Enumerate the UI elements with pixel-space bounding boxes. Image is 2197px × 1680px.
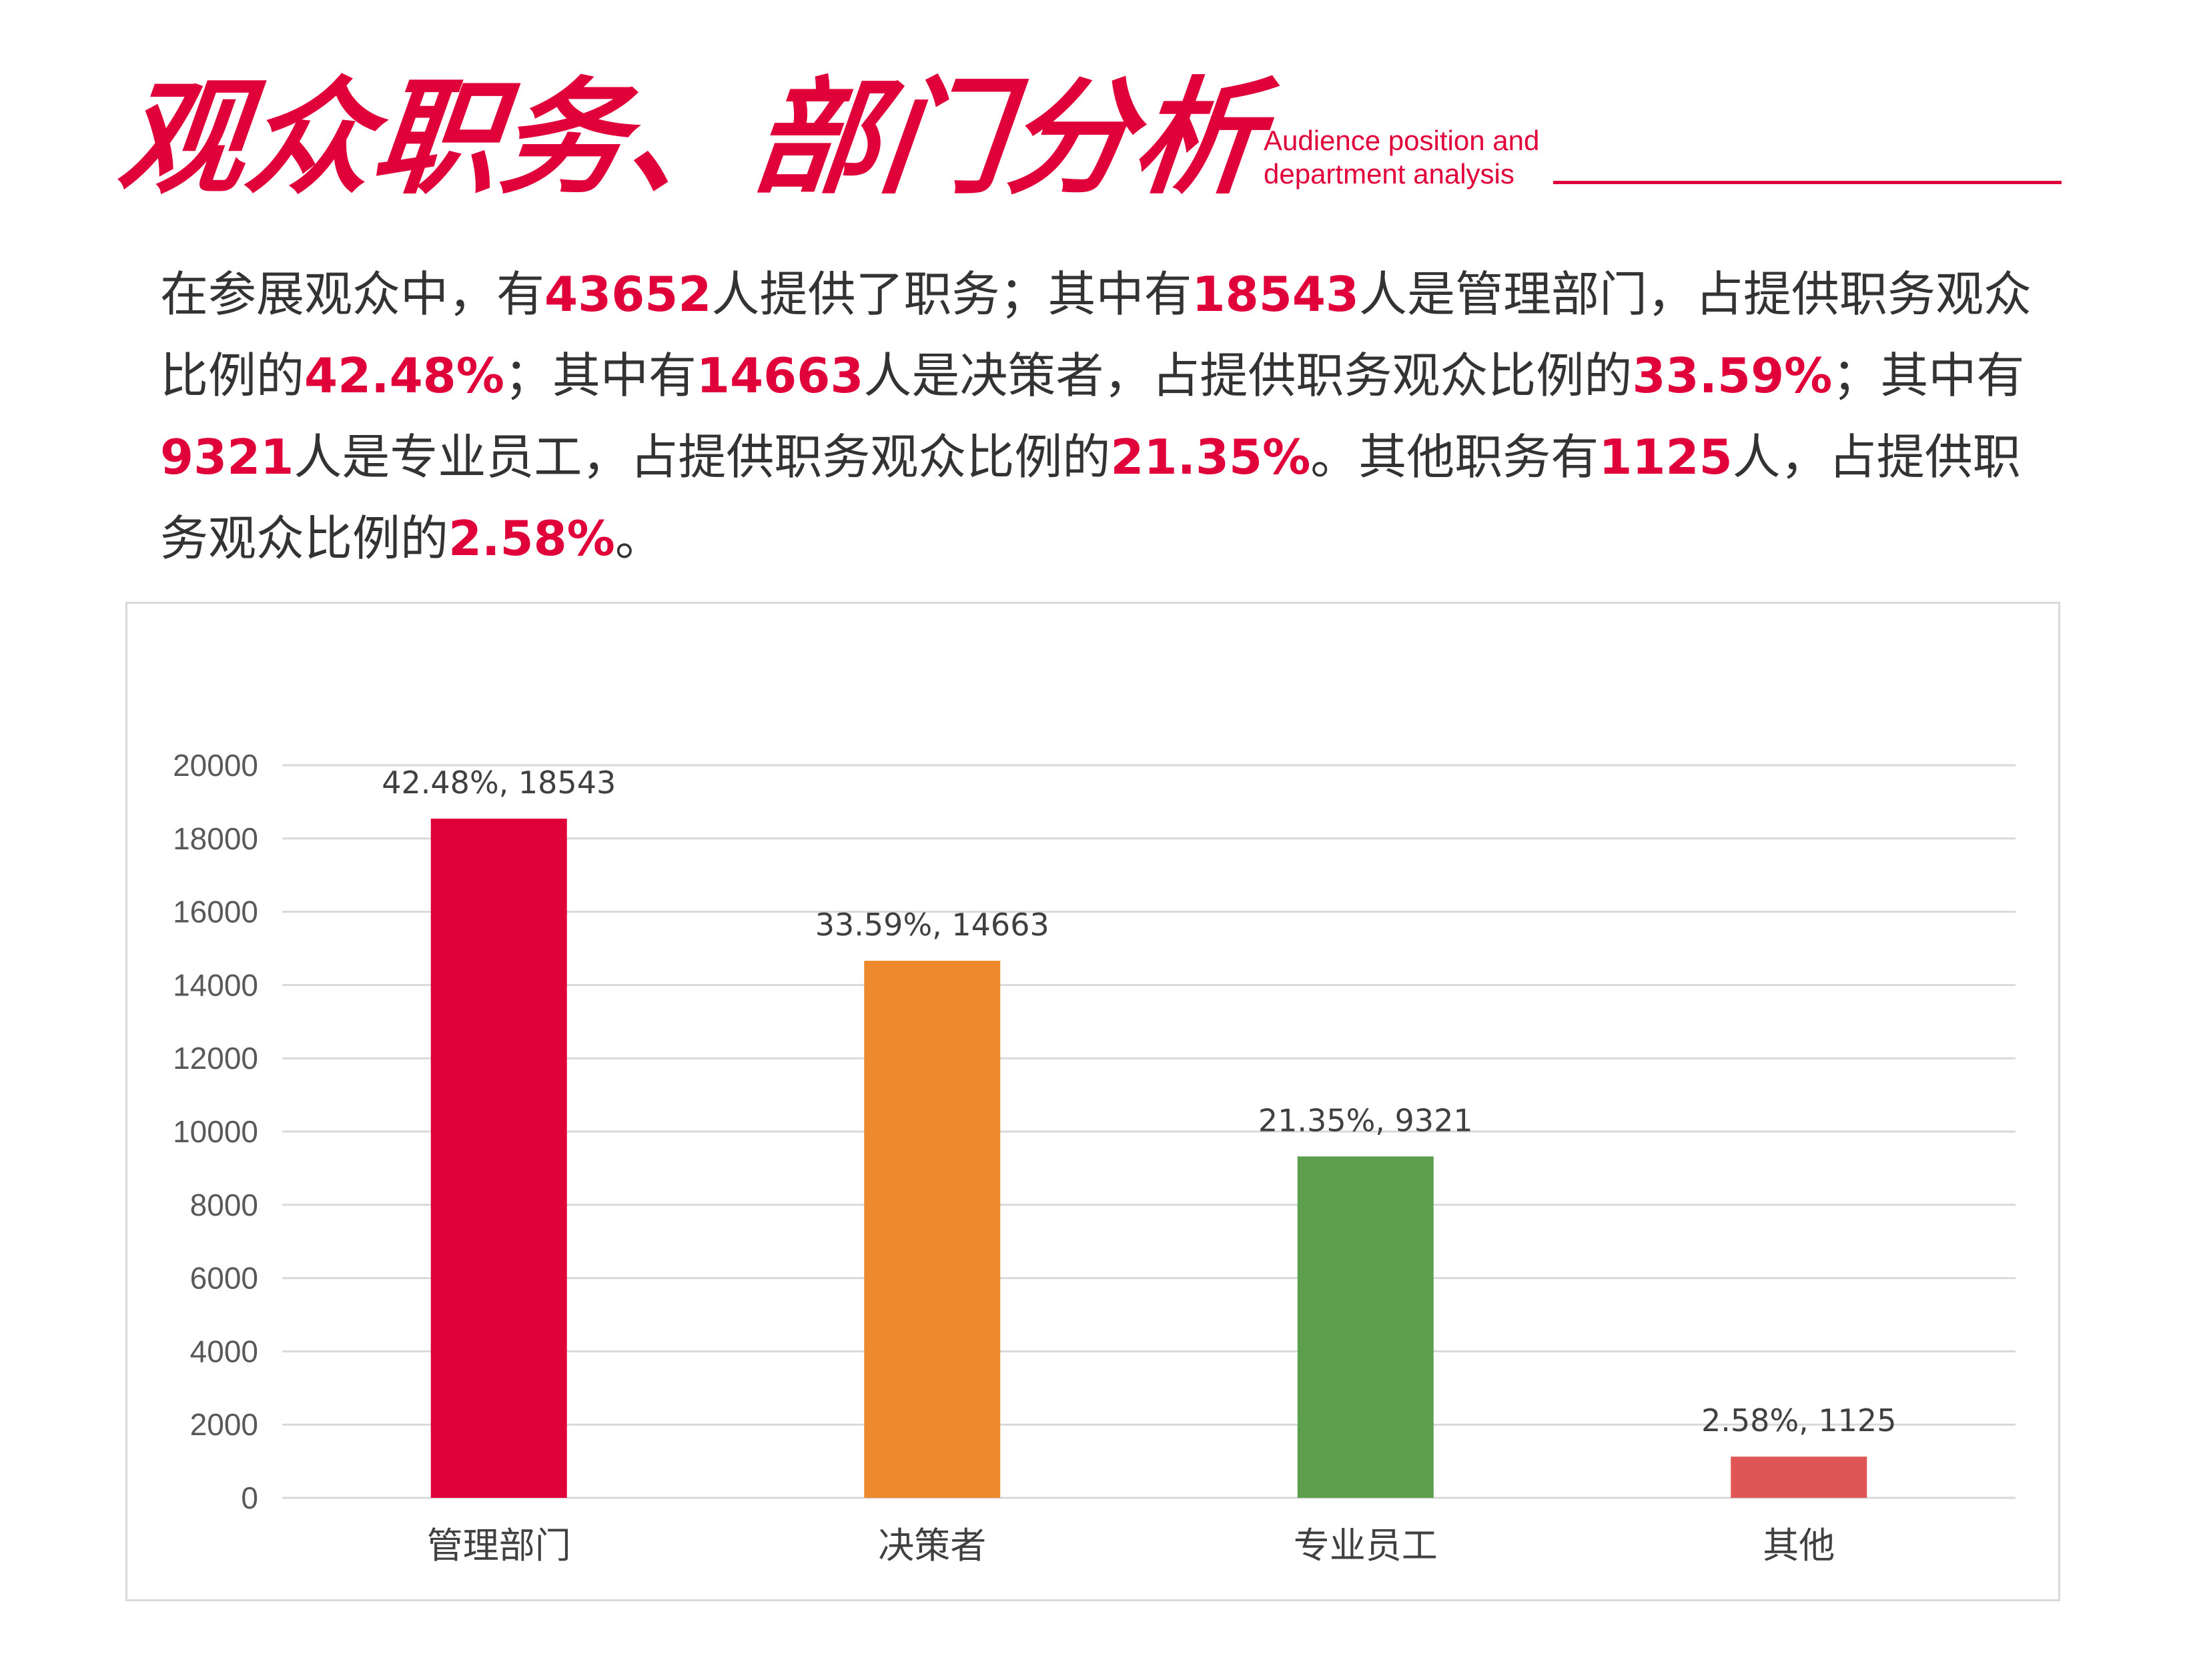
- y-tick-label: 8000: [190, 1188, 258, 1222]
- highlight-number: 43652: [544, 266, 712, 322]
- bar-chart: 0 2000 4000 6000 8000 10000 12000 14000 16000 180…: [173, 748, 2016, 1567]
- bar: [430, 818, 567, 1498]
- page-subtitle: Audience position and department analysi…: [1264, 124, 1539, 191]
- title-underline: [1553, 181, 2062, 184]
- bar-chart-frame: 0 2000 4000 6000 8000 10000 12000 14000 16000 180…: [125, 602, 2060, 1601]
- bar: [1297, 1156, 1434, 1498]
- text-segment: 人，占提供职务观众比例的: [160, 429, 2021, 566]
- page-title: 观众职务、部门分析: [112, 65, 1269, 212]
- highlight-number: 2.58%: [448, 510, 615, 566]
- text-segment: ；其中有: [1832, 348, 2025, 404]
- highlight-number: 42.48%: [304, 348, 504, 404]
- text-segment: 人提供了职务；其中有: [711, 266, 1192, 322]
- y-tick-label: 12000: [173, 1041, 258, 1076]
- text-segment: 人是决策者，占提供职务观众比例的: [863, 348, 1633, 404]
- subtitle-line-2: department analysis: [1264, 158, 1514, 189]
- text-segment: 。其他职务有: [1310, 429, 1599, 485]
- text-segment: 人是管理部门，占提供职务观众比例的: [160, 266, 2032, 404]
- y-tick-label: 18000: [173, 821, 258, 856]
- x-category-label: 决策者: [878, 1525, 986, 1567]
- highlight-number: 1125: [1599, 429, 1733, 485]
- bar: [864, 961, 1001, 1498]
- y-tick-label: 0: [241, 1481, 258, 1515]
- highlight-number: 21.35%: [1110, 429, 1311, 485]
- subtitle-line-1: Audience position and: [1264, 125, 1540, 156]
- x-category-label: 其他: [1763, 1525, 1835, 1567]
- y-tick-label: 10000: [173, 1114, 258, 1149]
- y-tick-label: 4000: [190, 1334, 258, 1368]
- y-tick-label: 14000: [173, 967, 258, 1002]
- y-tick-label: 6000: [190, 1261, 258, 1296]
- y-tick-label: 2000: [190, 1407, 258, 1442]
- data-label: 2.58%, 1125: [1701, 1402, 1896, 1438]
- highlight-number: 9321: [160, 429, 294, 485]
- highlight-number: 33.59%: [1632, 348, 1833, 404]
- data-label: 42.48%, 18543: [382, 765, 616, 801]
- y-tick-label: 16000: [173, 895, 258, 929]
- highlight-number: 18543: [1192, 266, 1360, 322]
- x-category-label: 专业员工: [1294, 1525, 1438, 1567]
- y-tick-label: 20000: [173, 748, 258, 783]
- summary-paragraph: 在参展观众中，有43652人提供了职务；其中有18543人是管理部门，占提供职务…: [160, 254, 2068, 579]
- text-segment: 。: [614, 510, 663, 566]
- highlight-number: 14663: [696, 348, 864, 404]
- x-category-label: 管理部门: [427, 1525, 571, 1567]
- data-label: 33.59%, 14663: [815, 907, 1049, 943]
- bar: [1731, 1456, 1867, 1498]
- text-segment: ；其中有: [504, 348, 697, 404]
- text-segment: 在参展观众中，有: [160, 266, 545, 322]
- data-label: 21.35%, 9321: [1258, 1102, 1473, 1138]
- text-segment: 人是专业员工，占提供职务观众比例的: [294, 429, 1111, 485]
